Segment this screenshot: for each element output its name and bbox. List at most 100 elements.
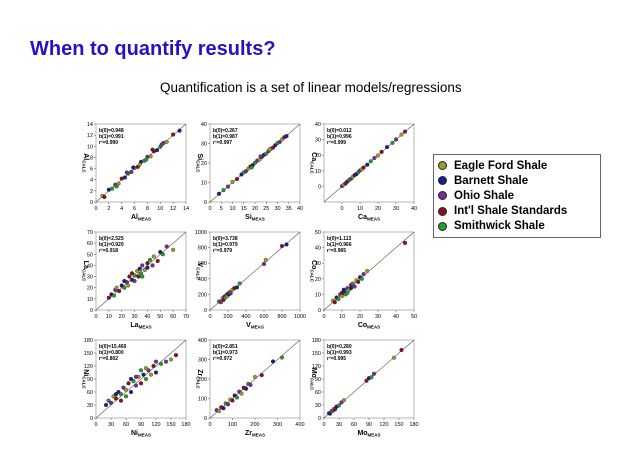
data-point [113,396,119,401]
y-tick-label: 10 [201,181,207,187]
data-point [372,155,377,161]
y-tick-label: 40 [201,122,207,128]
y-tick-label: 20 [201,161,207,167]
regression-stat: b(1)=0.966 [327,242,352,248]
data-point [267,147,272,152]
data-point [402,240,408,245]
legend-label: Smithwick Shale [454,220,545,233]
data-point [234,395,240,400]
y-tick-label: 20 [87,286,93,292]
x-tick-label: 0 [340,206,343,212]
regression-stat: r²=0.972 [213,356,232,362]
y-tick-label: 60 [87,390,93,396]
legend-label: Barnett Shale [454,174,529,187]
data-point [341,287,346,292]
data-point [284,242,289,247]
data-point [359,276,364,281]
regression-stat: r²=0.965 [327,248,346,254]
regression-stat: b(0)=0.012 [327,128,352,134]
x-axis-label: CaMEAS [358,214,380,222]
data-point [140,263,145,268]
regression-stat: b(1)=0.993 [327,350,352,356]
data-point [123,387,129,392]
data-point [118,392,124,397]
regression-stat: b(1)=0.987 [213,134,238,140]
y-tick-label: 20 [315,277,321,283]
y-axis-label: AlCALC [82,153,90,173]
y-tick-label: 30 [315,403,321,409]
x-tick-label: 0 [94,314,97,320]
data-point [118,398,124,403]
y-tick-label: 120 [84,364,93,370]
data-point [124,170,129,175]
x-tick-label: 180 [409,422,418,428]
data-point [399,132,404,137]
data-point [129,169,134,174]
x-tick-label: 10 [157,206,163,212]
data-point [234,285,240,290]
x-tick-label: 150 [394,422,403,428]
data-point [345,290,350,295]
x-tick-label: 400 [241,314,250,320]
data-point [135,268,140,274]
data-point [111,293,117,298]
y-tick-label: 200 [198,377,207,383]
regression-stat: b(1)=0.979 [213,242,238,248]
data-point [119,283,124,288]
data-point [348,286,354,291]
x-tick-label: 30 [132,314,138,320]
regression-stat: b(0)=0.267 [213,128,238,134]
y-tick-label: 30 [87,403,93,409]
x-tick-label: 0 [94,206,97,212]
data-point [221,188,226,193]
x-tick-label: 60 [170,314,176,320]
x-tick-label: 60 [351,422,357,428]
y-tick-label: 60 [87,241,93,247]
data-point [117,289,122,294]
y-tick-label: 40 [315,246,321,252]
data-point [133,383,139,388]
data-point [164,139,169,144]
regression-stat: r²=0.997 [213,140,232,146]
chart-panel-ca: 0 10 20 30 40 0 10 20 30 40 b(0)=0.012 b(1)=0.996 r²… [310,120,420,222]
data-point [126,283,131,288]
x-tick-label: 120 [151,422,160,428]
regression-stat: b(1)=0.996 [327,134,352,140]
x-axis-label: ZrMEAS [245,430,265,438]
data-point [365,268,370,274]
x-tick-label: 70 [183,314,189,320]
x-tick-label: 30 [336,422,342,428]
data-point [137,266,142,271]
data-point [155,148,160,153]
y-tick-label: 0 [204,308,207,314]
regression-stat: b(1)=0.973 [213,350,238,356]
y-tick-label: 10 [315,169,321,175]
x-tick-label: 300 [273,422,282,428]
y-tick-label: 0 [90,416,93,422]
data-point [145,261,150,266]
chart-panel-mo: 0 30 60 90 120 150 180 0 30 60 90 120 150 180 b(0)=0.2… [310,336,420,438]
x-tick-label: 0 [208,206,211,212]
y-tick-label: 30 [201,142,207,148]
data-point [379,149,384,154]
y-tick-label: 40 [87,263,93,269]
data-point [147,257,153,262]
y-tick-label: 1000 [195,230,207,236]
data-point [171,132,176,137]
data-point [237,281,242,286]
data-point [249,165,254,170]
y-tick-label: 180 [84,338,93,344]
data-point [234,176,240,182]
data-point [150,263,155,268]
chart-panel-zr: 0 100 200 300 400 0 100 200 300 400 b(0)=2.851 b(1)… [196,336,306,438]
data-point [168,357,174,362]
regression-stat: b(0)=15.460 [99,344,127,350]
data-point [141,372,146,377]
data-point [239,391,244,396]
slide-subtitle: Quantification is a set of linear models… [160,80,462,95]
x-tick-label: 90 [366,422,372,428]
y-axis-label: ZrCALC [196,369,204,389]
data-point [279,243,285,249]
y-tick-label: 8 [90,155,93,161]
data-point [261,261,267,267]
